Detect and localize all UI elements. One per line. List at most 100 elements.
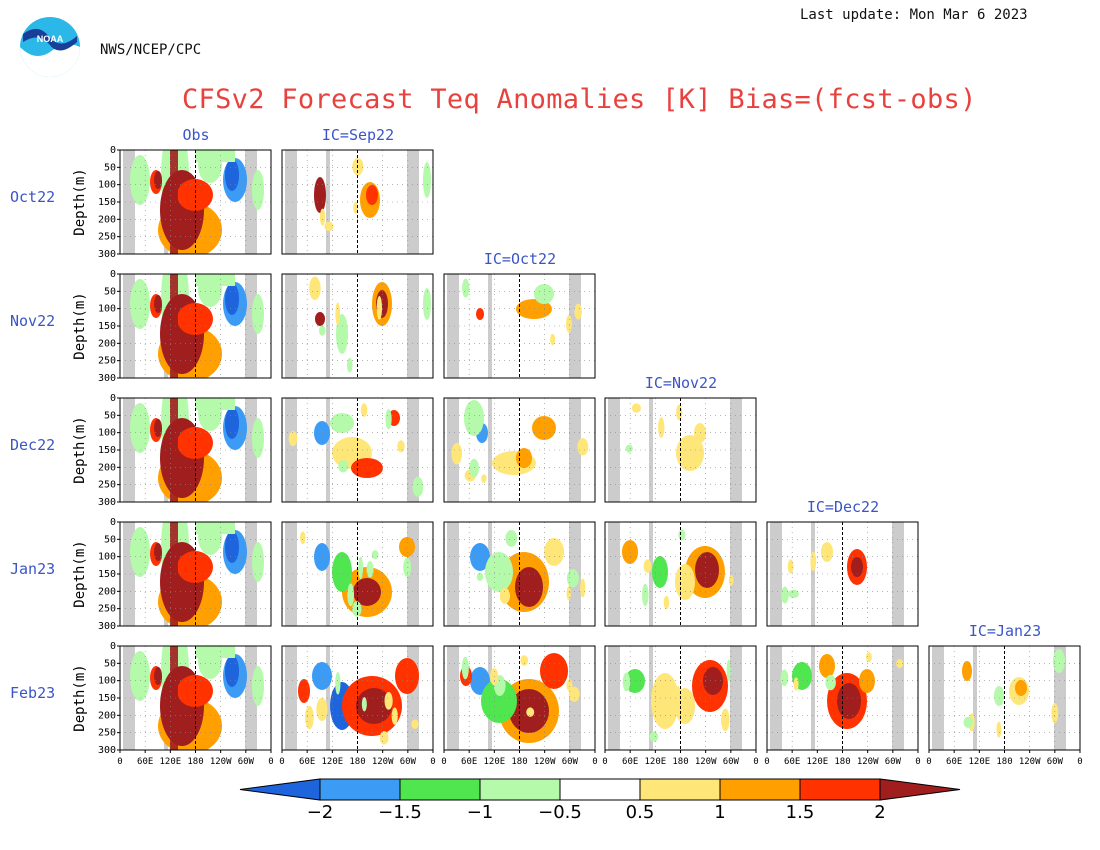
anomaly-contour (170, 646, 178, 750)
anomaly-contour (485, 552, 513, 592)
anomaly-contour (481, 679, 517, 723)
x-tick-label: 60E (137, 757, 153, 767)
anomaly-contour (324, 221, 334, 232)
anomaly-contour (332, 552, 352, 592)
anomaly-contour (676, 404, 683, 421)
column-title-ic-oct22: IC=Oct22 (483, 250, 557, 268)
panel-r4-c5: 0 60E 120E 180 120W 60W 0 (926, 645, 1083, 767)
y-tick-label: 50 (104, 658, 116, 669)
panel-r3-c0: 0 50 100 150 200 250 300 Depth(m) (72, 517, 272, 632)
column-title-ic-jan23: IC=Jan23 (968, 622, 1042, 640)
anomaly-contour (411, 719, 419, 729)
y-axis-label: Depth(m) (72, 540, 88, 607)
colorbar-segment (479, 778, 561, 801)
anomaly-contour (566, 569, 579, 588)
anomaly-contour (505, 529, 518, 547)
x-tick-label: 60W (400, 757, 417, 767)
y-tick-label: 150 (98, 197, 116, 208)
anomaly-contour (316, 697, 328, 721)
agency-text: NWS/NCEP/CPC (100, 42, 202, 58)
anomaly-contour (391, 707, 398, 725)
anomaly-contour (963, 716, 974, 728)
x-tick-label: 180 (834, 757, 850, 767)
anomaly-contour (225, 531, 239, 563)
panel-r2-c1 (281, 397, 434, 503)
panel-r4-c3: 0 60E 120E 180 120W 60W 0 (602, 645, 759, 767)
anomaly-contour (195, 522, 235, 534)
anomaly-contour (649, 731, 659, 742)
land-mask (608, 398, 620, 502)
row-label-feb23: Feb23 (10, 684, 56, 702)
x-tick-label: 0 (268, 757, 273, 767)
anomaly-contour (469, 458, 479, 478)
anomaly-contour (658, 417, 665, 438)
anomaly-contour (721, 708, 730, 732)
anomaly-contour (825, 674, 836, 691)
panel-border (766, 521, 919, 627)
row-label-nov22: Nov22 (10, 312, 56, 330)
x-tick-label: 0 (1077, 757, 1082, 767)
anomaly-contour (154, 419, 162, 437)
anomaly-contour (625, 444, 633, 453)
panel-r0-c1 (281, 149, 434, 255)
anomaly-contour (643, 559, 652, 573)
y-tick-label: 50 (104, 410, 116, 421)
anomaly-contour (130, 527, 150, 577)
y-tick-label: 300 (98, 745, 116, 756)
y-tick-label: 50 (104, 286, 116, 297)
anomaly-contour (252, 418, 264, 458)
land-mask (285, 150, 297, 254)
x-tick-label: 120W (695, 757, 717, 767)
y-tick-label: 50 (104, 162, 116, 173)
anomaly-contour (351, 458, 383, 478)
land-mask (447, 274, 459, 378)
colorbar-segment (559, 778, 641, 801)
anomaly-contour (361, 697, 367, 712)
anomaly-contour (319, 208, 326, 226)
anomaly-contour (170, 398, 178, 502)
land-mask (285, 274, 297, 378)
anomaly-contour (526, 707, 535, 717)
anomaly-contour (314, 543, 330, 571)
y-tick-label: 0 (110, 517, 116, 528)
y-tick-label: 50 (104, 534, 116, 545)
x-tick-label: 0 (926, 757, 931, 767)
x-tick-label: 180 (187, 757, 203, 767)
anomaly-contour (622, 672, 631, 692)
anomaly-contour (366, 185, 378, 205)
y-tick-label: 100 (98, 304, 116, 315)
anomaly-contour (225, 159, 239, 191)
anomaly-contour (397, 440, 405, 453)
anomaly-contour (170, 150, 178, 254)
anomaly-contour (338, 460, 349, 473)
anomaly-contour (819, 654, 835, 678)
x-tick-label: 0 (753, 757, 758, 767)
panel-border (443, 521, 596, 627)
anomaly-contour (675, 564, 695, 600)
panel-r3-c2 (443, 521, 596, 627)
x-tick-label: 0 (602, 757, 607, 767)
anomaly-contour (252, 542, 264, 582)
y-tick-label: 0 (110, 393, 116, 404)
x-tick-label: 60W (562, 757, 579, 767)
land-mask (932, 646, 944, 750)
land-mask (608, 646, 620, 750)
noaa-logo-text: NOAA (37, 34, 64, 44)
anomaly-contour (793, 677, 799, 691)
land-mask (770, 522, 782, 626)
anomaly-contour (810, 551, 817, 572)
panel-border (281, 521, 434, 627)
x-tick-label: 120E (968, 757, 990, 767)
x-tick-label: 60E (299, 757, 315, 767)
colorbar-arrow-right (879, 778, 961, 801)
anomaly-contour (335, 302, 341, 326)
row-label-dec22: Dec22 (10, 436, 56, 454)
x-tick-label: 60E (946, 757, 962, 767)
y-tick-label: 100 (98, 676, 116, 687)
anomaly-contour (195, 398, 235, 410)
anomaly-contour (462, 278, 470, 298)
anomaly-contour (577, 438, 589, 456)
y-tick-label: 150 (98, 569, 116, 580)
anomaly-contour (384, 691, 393, 710)
anomaly-contour (130, 155, 150, 205)
